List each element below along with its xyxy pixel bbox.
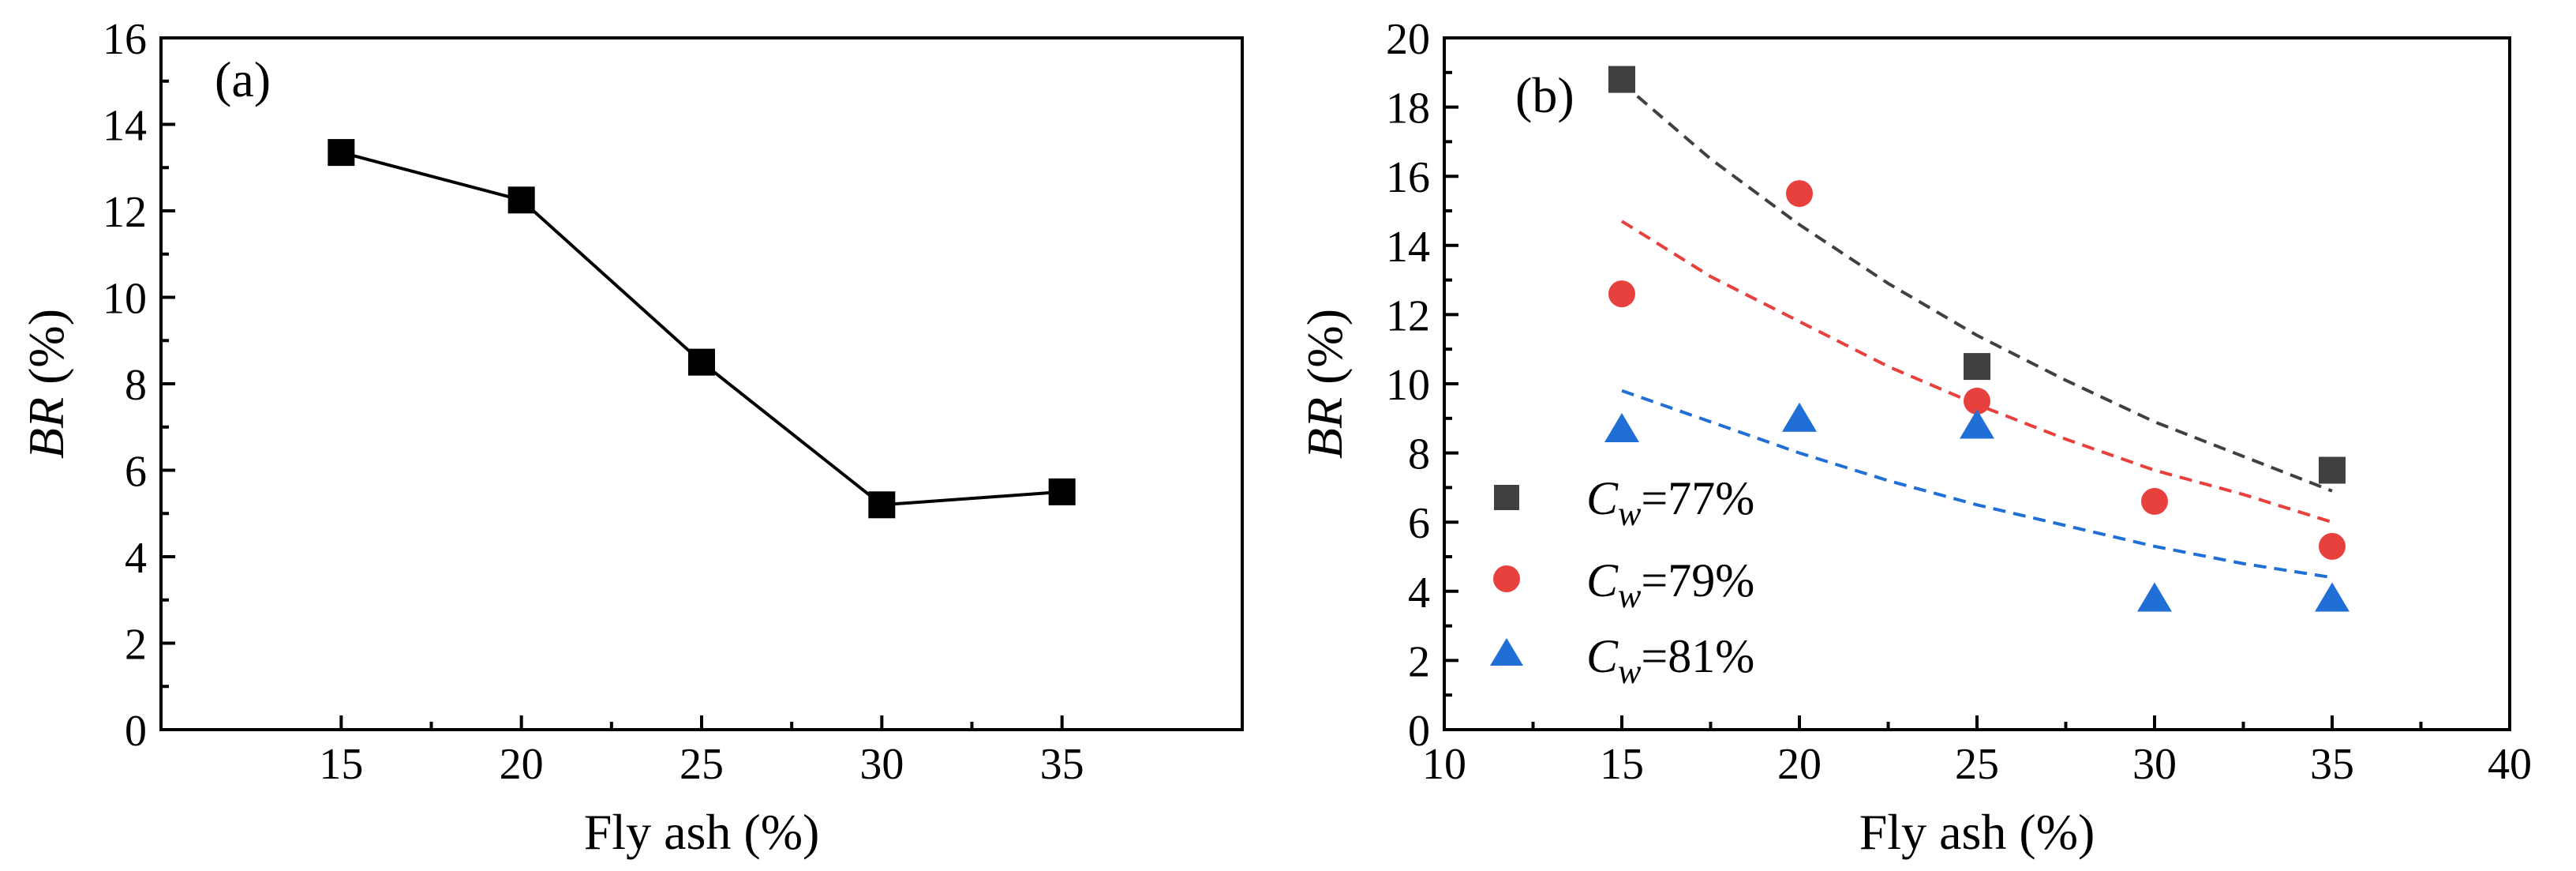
panel-a-point: [328, 139, 355, 167]
panel-b-axes-ticks: 10 15 20 25 30 35 40 0 2 4 6 8 10 12 14 16 18 20: [1386, 15, 2532, 789]
panel-a-x-tick-label: 30: [859, 740, 904, 789]
legend-cw77-subscript: w: [1618, 494, 1642, 533]
panel-a-y-tick-label: 0: [125, 707, 147, 756]
panel-b-y-tick-label: 14: [1386, 223, 1430, 272]
panel-b-chart: 10 15 20 25 30 35 40 0 2 4 6 8 10 12 14 16 18 20 (b) Fly …: [1297, 15, 2532, 860]
panel-a-label: (a): [215, 51, 271, 107]
panel-b-y-tick-label: 16: [1386, 153, 1430, 202]
panel-a-y-tick-label: 10: [103, 275, 147, 324]
panel-b-y-label-br: BR: [1297, 397, 1353, 459]
panel-a-y-axis-label: BR (%): [18, 309, 74, 459]
panel-b-point-series-1: [1608, 280, 1635, 308]
panel-b-point-series-2: [2315, 582, 2349, 612]
legend-cw79-value: =79%: [1641, 554, 1754, 606]
panel-b-y-tick-label: 10: [1386, 361, 1430, 410]
panel-a-y-tick-label: 16: [103, 15, 147, 64]
panel-a-x-tick-label: 25: [680, 740, 724, 789]
panel-b-x-tick-label: 10: [1422, 740, 1466, 789]
panel-b-y-tick-label: 12: [1386, 291, 1430, 340]
panel-b-y-tick-label: 20: [1386, 15, 1430, 64]
legend-cw81-symbol: C: [1586, 630, 1619, 682]
panel-b-y-axis-label: BR (%): [1297, 309, 1353, 459]
panel-b-point-series-0: [1608, 66, 1635, 93]
panel-a-y-tick-label: 14: [103, 102, 147, 151]
panel-a-point: [868, 491, 896, 519]
panel-a-point: [507, 186, 535, 214]
panel-b-label: (b): [1515, 67, 1574, 123]
panel-b-data-points: [1604, 66, 2349, 612]
panel-b-y-tick-label: 2: [1408, 637, 1430, 686]
legend-cw81-subscript: w: [1618, 652, 1642, 691]
legend-label-cw81: Cw=81%: [1586, 630, 1754, 691]
legend-item-cw79: Cw=79%: [1493, 554, 1754, 615]
panel-b-plot-frame: [1443, 36, 2511, 731]
panel-b-x-tick-label: 40: [2488, 740, 2532, 789]
legend-cw77-value: =77%: [1641, 472, 1754, 524]
panel-a-y-tick-label: 12: [103, 188, 147, 237]
panel-b-point-series-2: [1782, 402, 1817, 432]
panel-a-point: [1048, 478, 1076, 505]
panel-b-point-series-0: [1964, 353, 1990, 381]
panel-a-x-tick-label: 15: [319, 740, 363, 789]
panel-b-x-tick-label: 20: [1777, 740, 1822, 789]
legend-cw79-symbol: C: [1586, 554, 1619, 606]
panel-a-plot-frame: [159, 36, 1244, 731]
legend-cw81-value: =81%: [1641, 630, 1754, 682]
panel-b-x-axis-label: Fly ash (%): [1859, 804, 2095, 860]
panel-b-y-tick-label: 6: [1408, 499, 1430, 548]
panel-b-y-tick-label: 0: [1408, 707, 1430, 756]
panel-a-y-label-unit: (%): [18, 309, 74, 397]
panel-b-x-tick-label: 15: [1600, 740, 1644, 789]
legend-label-cw79: Cw=79%: [1586, 554, 1754, 615]
legend-cw77-symbol: C: [1586, 472, 1619, 524]
panel-a-y-tick-label: 6: [125, 448, 147, 497]
panel-b-x-tick-label: 35: [2310, 740, 2354, 789]
panel-a-y-tick-label: 4: [125, 534, 147, 583]
panel-b-point-series-1: [2141, 487, 2168, 515]
panel-b-x-tick-label: 25: [1955, 740, 1999, 789]
panel-a-x-tick-label: 35: [1040, 740, 1084, 789]
panel-b-fit-curve-0: [1620, 81, 2333, 493]
panel-a-series-line: [340, 151, 1062, 507]
panel-b-point-series-0: [2319, 456, 2346, 484]
panel-b-point-series-2: [2137, 582, 2172, 612]
legend-cw79-subscript: w: [1618, 576, 1642, 615]
panel-b-x-tick-label: 30: [2132, 740, 2177, 789]
panel-b-y-tick-label: 18: [1386, 84, 1430, 133]
legend-item-cw81: Cw=81%: [1490, 630, 1754, 691]
legend-marker-circle: [1493, 565, 1520, 592]
legend-label-cw77: Cw=77%: [1586, 472, 1754, 533]
legend-marker-triangle: [1490, 638, 1523, 666]
panel-a-x-axis-label: Fly ash (%): [584, 804, 820, 860]
panel-a-point: [688, 348, 715, 376]
panel-b-point-series-2: [1604, 412, 1639, 442]
panel-b-y-tick-label: 4: [1408, 569, 1430, 618]
panel-a-x-tick-label: 20: [500, 740, 544, 789]
panel-a-line: [340, 151, 1062, 507]
panel-a-y-tick-label: 2: [125, 621, 147, 670]
legend-item-cw77: Cw=77%: [1494, 472, 1754, 533]
panel-a-data-points: [328, 139, 1076, 519]
panel-a-y-label-br: BR: [18, 397, 74, 459]
legend-marker-square: [1494, 485, 1519, 510]
panel-b-point-series-1: [1964, 387, 1990, 415]
panel-b-point-series-1: [2319, 532, 2346, 560]
panel-b-y-label-unit: (%): [1297, 309, 1353, 397]
panel-a-axes-ticks: 15 20 25 30 35 0 2 4 6 8 10 12 14 16: [103, 15, 1084, 789]
panel-b-point-series-1: [1786, 180, 1813, 208]
panel-b-point-series-2: [1960, 409, 1994, 439]
panel-a-y-tick-label: 8: [125, 361, 147, 410]
panel-b-fit-curve-2: [1621, 389, 2333, 580]
panel-b-legend: Cw=77% Cw=79% Cw=81%: [1490, 472, 1754, 691]
panel-b-y-tick-label: 8: [1408, 430, 1430, 479]
